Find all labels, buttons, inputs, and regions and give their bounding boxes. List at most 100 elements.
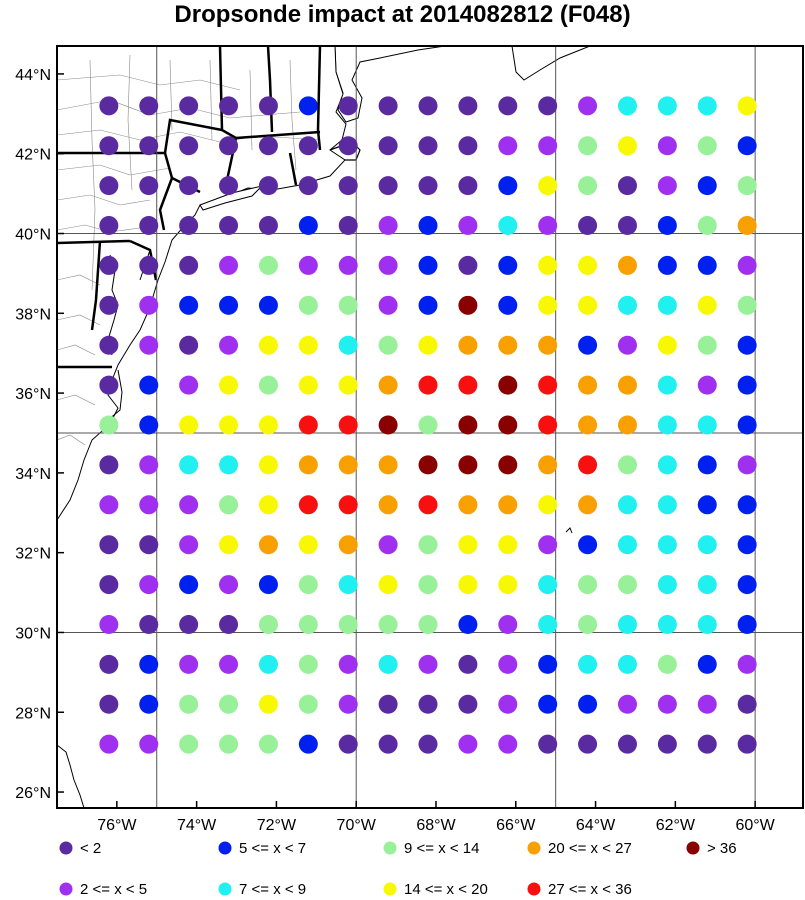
impact-dot [458, 136, 478, 156]
impact-dot [99, 654, 119, 674]
impact-dot [378, 694, 398, 714]
impact-dot [697, 375, 717, 395]
impact-dot [617, 216, 637, 236]
impact-dot [498, 654, 518, 674]
impact-dot [179, 96, 199, 116]
impact-dot [458, 535, 478, 555]
nova-scotia-land [511, 46, 591, 81]
impact-dot [498, 335, 518, 355]
legend-swatch [686, 841, 700, 855]
impact-dot [737, 455, 757, 475]
impact-dot [458, 176, 478, 196]
impact-dot [99, 136, 119, 156]
impact-dot [578, 694, 598, 714]
impact-dot [498, 694, 518, 714]
impact-dot [338, 375, 358, 395]
impact-dot [99, 575, 119, 595]
impact-dot [139, 176, 159, 196]
bermuda [565, 527, 573, 534]
impact-dot [139, 375, 159, 395]
lat-tick-label: 26°N [15, 785, 51, 802]
impact-dot [697, 295, 717, 315]
impact-dot [617, 136, 637, 156]
impact-dot [617, 375, 637, 395]
impact-dot [737, 734, 757, 754]
impact-dot [338, 575, 358, 595]
impact-dot [418, 375, 438, 395]
impact-dot [338, 535, 358, 555]
lat-tick-label: 36°N [15, 386, 51, 403]
impact-dot [179, 575, 199, 595]
impact-dot [219, 335, 239, 355]
impact-dot [458, 415, 478, 435]
impact-dot [418, 535, 438, 555]
impact-dot [657, 96, 677, 116]
impact-dot [219, 694, 239, 714]
legend-label: 27 <= x < 36 [548, 881, 632, 898]
impact-dot [258, 216, 278, 236]
impact-dot [258, 255, 278, 275]
impact-dot [99, 694, 119, 714]
impact-dot [617, 654, 637, 674]
legend-label: 7 <= x < 9 [239, 881, 306, 898]
impact-dot [418, 216, 438, 236]
impact-dot [258, 176, 278, 196]
impact-dot [258, 734, 278, 754]
impact-dot [498, 455, 518, 475]
impact-dot [538, 176, 558, 196]
impact-dot [657, 255, 677, 275]
impact-dot [458, 295, 478, 315]
impact-dot [99, 734, 119, 754]
impact-dot [498, 734, 518, 754]
impact-dot [338, 216, 358, 236]
chart-title: Dropsonde impact at 2014082812 (F048) [174, 1, 631, 28]
impact-dot [498, 176, 518, 196]
impact-dot [298, 535, 318, 555]
lon-tick-label: 76°W [97, 817, 137, 834]
impact-dot [697, 335, 717, 355]
impact-dot [139, 694, 159, 714]
impact-dot [378, 335, 398, 355]
impact-dot [258, 694, 278, 714]
impact-dot [338, 335, 358, 355]
legend-label: 5 <= x < 7 [239, 840, 306, 857]
impact-dot [538, 694, 558, 714]
impact-dot [99, 335, 119, 355]
lat-tick-label: 44°N [15, 67, 51, 84]
impact-dot [617, 455, 637, 475]
legend-swatch [218, 841, 232, 855]
impact-dot [139, 335, 159, 355]
lon-tick-label: 68°W [416, 817, 456, 834]
impact-dot [578, 415, 598, 435]
impact-dot [139, 614, 159, 634]
impact-dot [578, 136, 598, 156]
impact-dot [657, 734, 677, 754]
impact-dot [139, 455, 159, 475]
impact-dot [219, 176, 239, 196]
impact-dot [498, 575, 518, 595]
impact-dot [578, 96, 598, 116]
impact-dot [258, 415, 278, 435]
impact-dot [617, 176, 637, 196]
impact-dot [697, 255, 717, 275]
impact-dot [697, 176, 717, 196]
impact-dot [657, 295, 677, 315]
impact-dot [298, 295, 318, 315]
impact-dot [139, 535, 159, 555]
impact-dot [737, 495, 757, 515]
impact-dot [139, 575, 159, 595]
impact-dot [378, 136, 398, 156]
legend-swatch [527, 841, 541, 855]
impact-dot [538, 495, 558, 515]
impact-dot [378, 255, 398, 275]
impact-dot [378, 495, 398, 515]
impact-dot [538, 295, 558, 315]
impact-dot [418, 455, 438, 475]
impact-dot [578, 575, 598, 595]
impact-dot [498, 614, 518, 634]
impact-dot [418, 335, 438, 355]
impact-dot [737, 335, 757, 355]
impact-dot [219, 614, 239, 634]
lat-tick-label: 42°N [15, 147, 51, 164]
impact-dot [578, 535, 598, 555]
